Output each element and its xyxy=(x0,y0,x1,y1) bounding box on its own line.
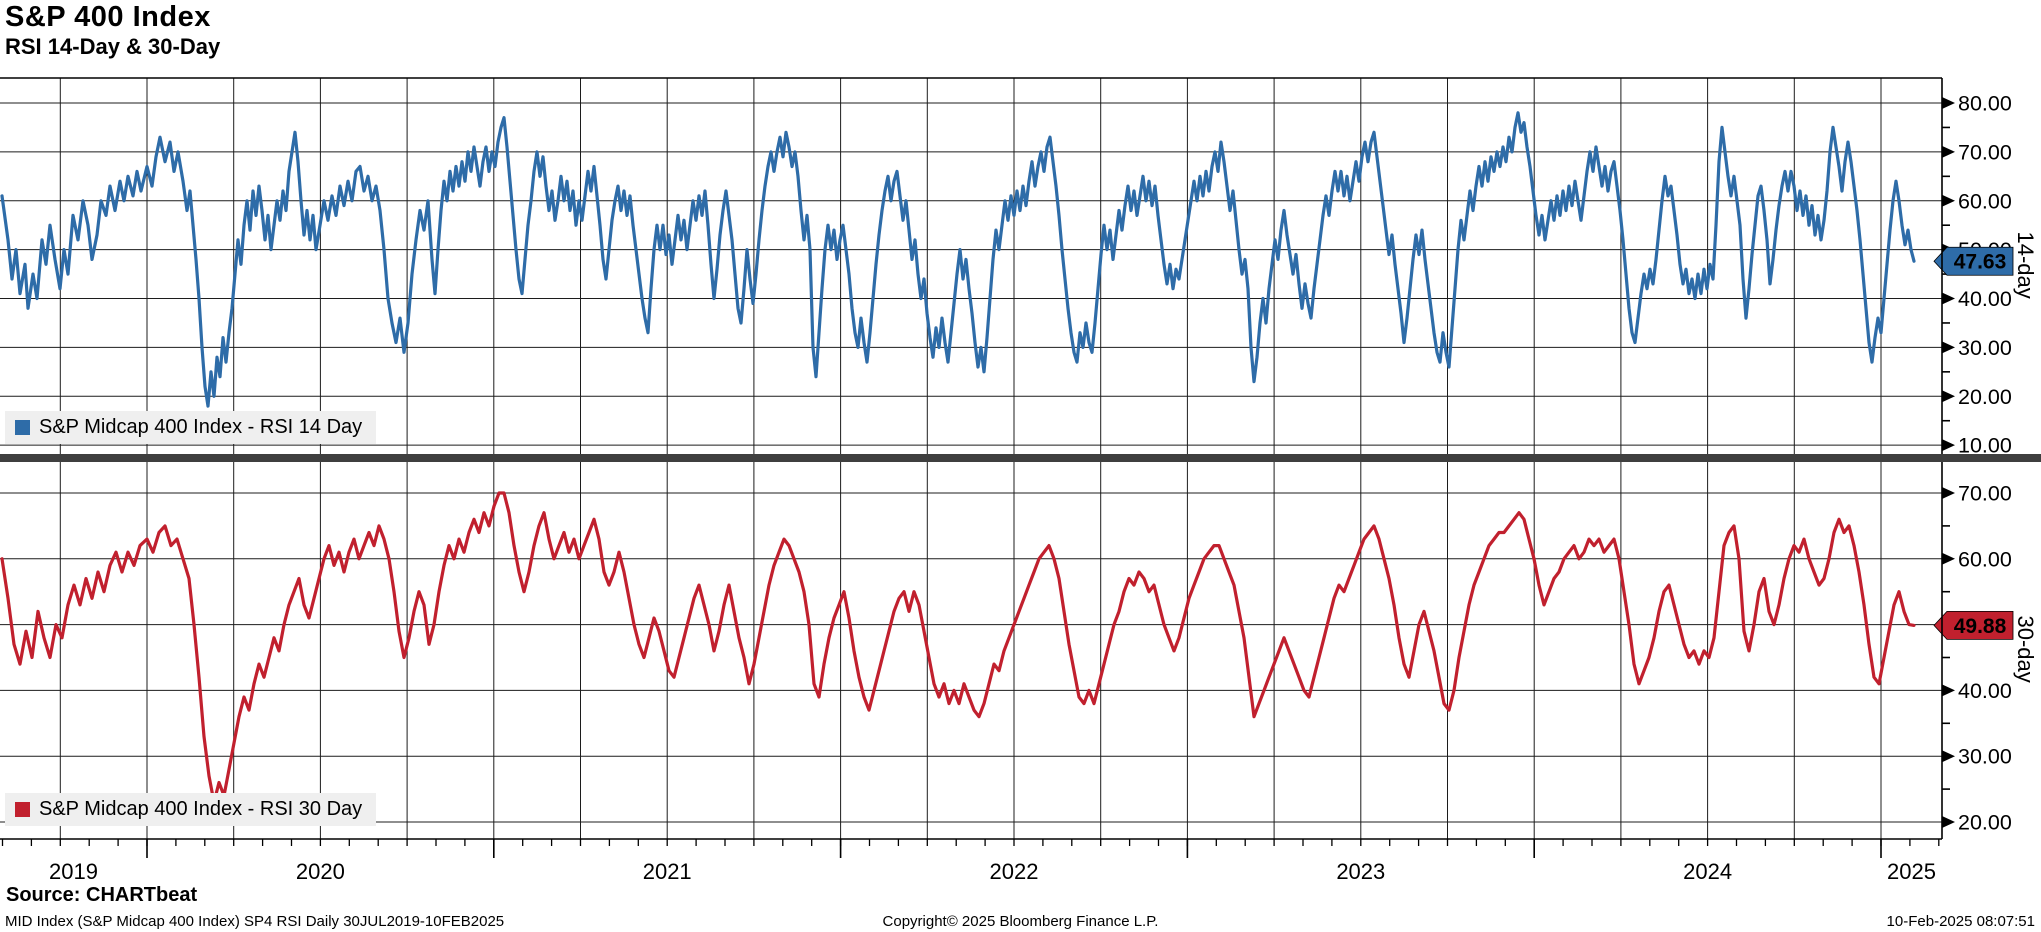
x-year-label: 2021 xyxy=(643,859,692,884)
y-tick-label: 80.00 xyxy=(1958,92,2012,116)
x-axis: 2019 2020 2021 2022 2023 2024 2025 xyxy=(0,838,1942,884)
axis-tick-arrow-icon xyxy=(1942,439,1955,452)
y-tick-label: 10.00 xyxy=(1958,434,2012,458)
y-tick-label: 30.00 xyxy=(1958,336,2012,360)
copyright-label: Copyright© 2025 Bloomberg Finance L.P. xyxy=(882,913,1159,930)
y-tick-label: 30.00 xyxy=(1958,745,2012,769)
rsi-14-line xyxy=(0,111,1916,408)
title-block: S&P 400 Index RSI 14-Day & 30-Day xyxy=(5,1,221,60)
axis-tick-arrow-icon xyxy=(1942,341,1955,354)
last-value-tag xyxy=(1933,246,2014,276)
y-tick-label: 20.00 xyxy=(1958,385,2012,409)
axis-tick-arrow-icon xyxy=(1942,194,1955,207)
axis-tick-arrow-icon xyxy=(1942,552,1955,565)
axis-tick-arrow-icon xyxy=(1942,487,1955,499)
legend-rsi-14[interactable]: S&P Midcap 400 Index - RSI 14 Day xyxy=(5,411,377,444)
x-year-label: 2024 xyxy=(1683,859,1732,884)
y-tick-label: 40.00 xyxy=(1958,679,2012,703)
x-year-label: 2020 xyxy=(296,859,345,884)
axis-tick-arrow-icon xyxy=(1942,390,1955,403)
y-tick-label: 70.00 xyxy=(1958,482,2012,506)
rsi-30-legend-swatch xyxy=(15,802,30,817)
last-value-text: 47.63 xyxy=(1954,251,2007,274)
axis-tick-arrow-icon xyxy=(1942,145,1955,158)
rsi-14-legend-swatch xyxy=(15,420,30,435)
legend-rsi-30[interactable]: S&P Midcap 400 Index - RSI 30 Day xyxy=(5,793,377,826)
axis-tick-arrow-icon xyxy=(1942,816,1955,828)
y-tick-label: 60.00 xyxy=(1958,547,2012,571)
panel-separator-bar[interactable] xyxy=(0,454,2041,462)
x-year-label: 2019 xyxy=(49,859,98,884)
y-tick-label: 70.00 xyxy=(1958,140,2012,164)
axis-tick-arrow-icon xyxy=(1942,750,1955,763)
rsi-30-panel: 70.0060.0050.0040.0030.0020.0030-day49.8… xyxy=(0,462,2038,839)
page-subtitle: RSI 14-Day & 30-Day xyxy=(5,33,221,59)
y-axis-title: 14-day xyxy=(2013,232,2038,299)
y-axis-title: 30-day xyxy=(2013,616,2038,683)
rsi-14-legend-label: S&P Midcap 400 Index - RSI 14 Day xyxy=(39,416,363,438)
last-value-text: 49.88 xyxy=(1954,615,2007,638)
rsi-14-panel: 80.0070.0060.0050.0040.0030.0020.0010.00… xyxy=(0,78,2038,458)
y-tick-label: 40.00 xyxy=(1958,287,2012,311)
page-title: S&P 400 Index xyxy=(5,1,211,33)
chart-description: MID Index (S&P Midcap 400 Index) SP4 RSI… xyxy=(5,913,505,930)
x-year-label: 2025 xyxy=(1887,859,1936,884)
axis-tick-arrow-icon xyxy=(1942,292,1955,305)
axis-tick-arrow-icon xyxy=(1942,684,1955,697)
rsi-30-legend-label: S&P Midcap 400 Index - RSI 30 Day xyxy=(39,798,363,820)
y-tick-label: 20.00 xyxy=(1958,811,2012,835)
axis-tick-arrow-icon xyxy=(1942,97,1955,109)
timestamp-label: 10-Feb-2025 08:07:51 xyxy=(1886,913,2035,930)
rsi-30-line xyxy=(0,491,1916,804)
y-tick-label: 60.00 xyxy=(1958,189,2012,213)
x-year-label: 2023 xyxy=(1336,859,1385,884)
source-label: Source: CHARTbeat xyxy=(6,884,198,906)
x-year-label: 2022 xyxy=(990,859,1039,884)
last-value-tag xyxy=(1933,610,2014,640)
